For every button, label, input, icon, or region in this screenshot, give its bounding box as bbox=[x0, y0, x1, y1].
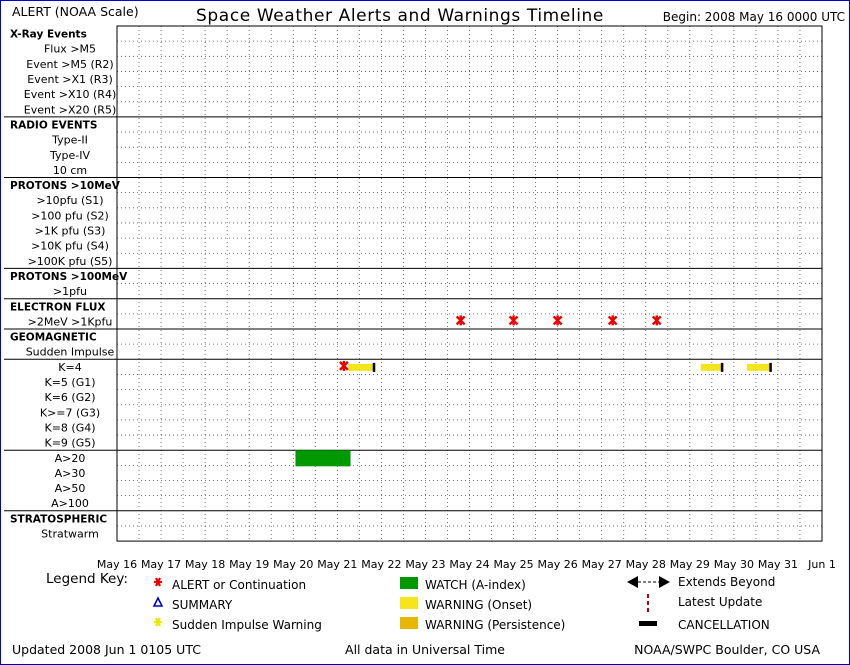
row-labels: X-Ray Events Flux >M5 Event >M5 (R2) Event … bbox=[10, 29, 128, 541]
row-label: A>30 bbox=[55, 467, 86, 480]
alert-star bbox=[508, 315, 519, 326]
alert-star bbox=[339, 360, 349, 371]
warning-onset-bar bbox=[348, 363, 375, 371]
row-label: >1K pfu (S3) bbox=[35, 225, 106, 238]
row-label: K>=7 (G3) bbox=[40, 406, 100, 419]
x-tick-label: May 21 bbox=[317, 558, 357, 571]
event-marks bbox=[295, 315, 772, 467]
updated-timestamp: Updated 2008 Jun 1 0105 UTC bbox=[12, 642, 201, 657]
section-header-label: PROTONS >10MeV bbox=[10, 180, 121, 192]
row-label: Event >X20 (R5) bbox=[24, 103, 116, 116]
x-tick-label: May 18 bbox=[185, 558, 225, 571]
double-arrow-icon bbox=[627, 576, 670, 588]
x-tick-label: May 27 bbox=[582, 558, 622, 571]
x-tick-label: May 25 bbox=[493, 558, 533, 571]
x-tick-label: May 20 bbox=[273, 558, 313, 571]
warning-end-tick bbox=[720, 362, 724, 372]
x-tick-label: May 16 bbox=[97, 558, 137, 571]
legend-alert-text: ALERT or Continuation bbox=[172, 578, 306, 592]
section-header-label: STRATOSPHERIC bbox=[10, 513, 107, 525]
row-label: Stratwarm bbox=[41, 528, 99, 541]
warning-onset-bar bbox=[747, 363, 772, 371]
alert-star-icon bbox=[154, 577, 162, 587]
legend-sudden-impulse-text: Sudden Impulse Warning bbox=[172, 618, 322, 632]
x-tick-label: Jun 1 bbox=[807, 558, 836, 571]
x-tick-label: May 17 bbox=[141, 558, 181, 571]
row-label: Type-IV bbox=[49, 149, 90, 162]
row-label: >100 pfu (S2) bbox=[31, 209, 109, 222]
warning-end-tick bbox=[769, 362, 772, 372]
row-label: K=9 (G5) bbox=[44, 437, 95, 450]
source-credit: NOAA/SWPC Boulder, CO USA bbox=[634, 642, 820, 657]
cancellation-bar-icon bbox=[639, 621, 657, 626]
row-label: A>100 bbox=[51, 497, 89, 510]
section-header-label: X-Ray Events bbox=[10, 29, 87, 41]
row-label: >100K pfu (S5) bbox=[28, 255, 113, 268]
legend-extends-text: Extends Beyond bbox=[678, 575, 775, 589]
alert-star bbox=[552, 315, 563, 326]
row-label: Type-II bbox=[51, 134, 88, 147]
row-label: Flux >M5 bbox=[44, 43, 96, 56]
x-tick-label: May 28 bbox=[626, 558, 666, 571]
x-tick-label: May 24 bbox=[449, 558, 489, 571]
legend-summary-text: SUMMARY bbox=[172, 598, 233, 612]
watch-bar bbox=[295, 450, 351, 467]
section-header-label: RADIO EVENTS bbox=[10, 119, 97, 131]
chart-title: Space Weather Alerts and Warnings Timeli… bbox=[196, 6, 604, 26]
watch-swatch-icon bbox=[400, 577, 418, 589]
row-label: K=6 (G2) bbox=[44, 391, 95, 404]
row-label: A>20 bbox=[55, 452, 86, 465]
plot-border bbox=[116, 25, 823, 542]
warning-end-tick bbox=[372, 362, 376, 372]
alert-star bbox=[651, 315, 662, 326]
section-header-label: GEOMAGNETIC bbox=[10, 332, 97, 344]
timezone-note: All data in Universal Time bbox=[345, 642, 505, 657]
begin-date: Begin: 2008 May 16 0000 UTC bbox=[663, 10, 845, 24]
row-label: >10pfu (S1) bbox=[36, 194, 103, 207]
x-tick-label: May 23 bbox=[405, 558, 445, 571]
alert-star bbox=[607, 315, 618, 326]
row-label: Event >X1 (R3) bbox=[27, 73, 112, 86]
legend-cancellation-text: CANCELLATION bbox=[678, 618, 770, 632]
sudden-impulse-star-icon bbox=[154, 617, 162, 627]
row-label: >10K pfu (S4) bbox=[31, 240, 109, 253]
x-axis-tick-labels: May 16 May 17 May 18 May 19 May 20 May 21 May … bbox=[97, 558, 836, 571]
x-tick-label: May 22 bbox=[361, 558, 401, 571]
legend-latest-update-text: Latest Update bbox=[678, 595, 762, 609]
legend-warning-persistence-text: WARNING (Persistence) bbox=[425, 618, 565, 632]
section-header-label: ELECTRON FLUX bbox=[10, 301, 105, 313]
row-label: K=4 bbox=[58, 361, 81, 374]
row-label: A>50 bbox=[55, 482, 86, 495]
warning-onset-swatch-icon bbox=[400, 597, 418, 609]
row-label: 10 cm bbox=[53, 164, 87, 177]
row-label: >2MeV >1Kpfu bbox=[28, 315, 113, 328]
x-tick-label: May 30 bbox=[714, 558, 754, 571]
alert-star bbox=[455, 315, 466, 326]
row-label: K=8 (G4) bbox=[44, 421, 95, 434]
legend-key-label: Legend Key: bbox=[46, 571, 128, 587]
x-tick-label: May 26 bbox=[538, 558, 578, 571]
row-label: >1pfu bbox=[53, 285, 87, 298]
row-label: Event >X10 (R4) bbox=[24, 88, 116, 101]
legend: Legend Key: ALERT or Continuation SUMMAR… bbox=[46, 571, 775, 632]
warning-onset-bar bbox=[700, 363, 723, 371]
row-label: K=5 (G1) bbox=[44, 376, 95, 389]
x-tick-label: May 19 bbox=[229, 558, 269, 571]
x-tick-label: May 29 bbox=[670, 558, 710, 571]
plot-grid bbox=[4, 25, 823, 542]
scale-label: ALERT (NOAA Scale) bbox=[12, 4, 139, 19]
x-tick-label: May 31 bbox=[758, 558, 798, 571]
legend-warning-onset-text: WARNING (Onset) bbox=[425, 598, 532, 612]
legend-watch-text: WATCH (A-index) bbox=[425, 578, 526, 592]
row-label: Event >M5 (R2) bbox=[26, 58, 113, 71]
row-label: Sudden Impulse bbox=[26, 346, 115, 359]
section-header-label: PROTONS >100MeV bbox=[10, 271, 128, 283]
summary-triangle-icon bbox=[152, 596, 164, 607]
warning-persistence-swatch-icon bbox=[400, 617, 418, 629]
